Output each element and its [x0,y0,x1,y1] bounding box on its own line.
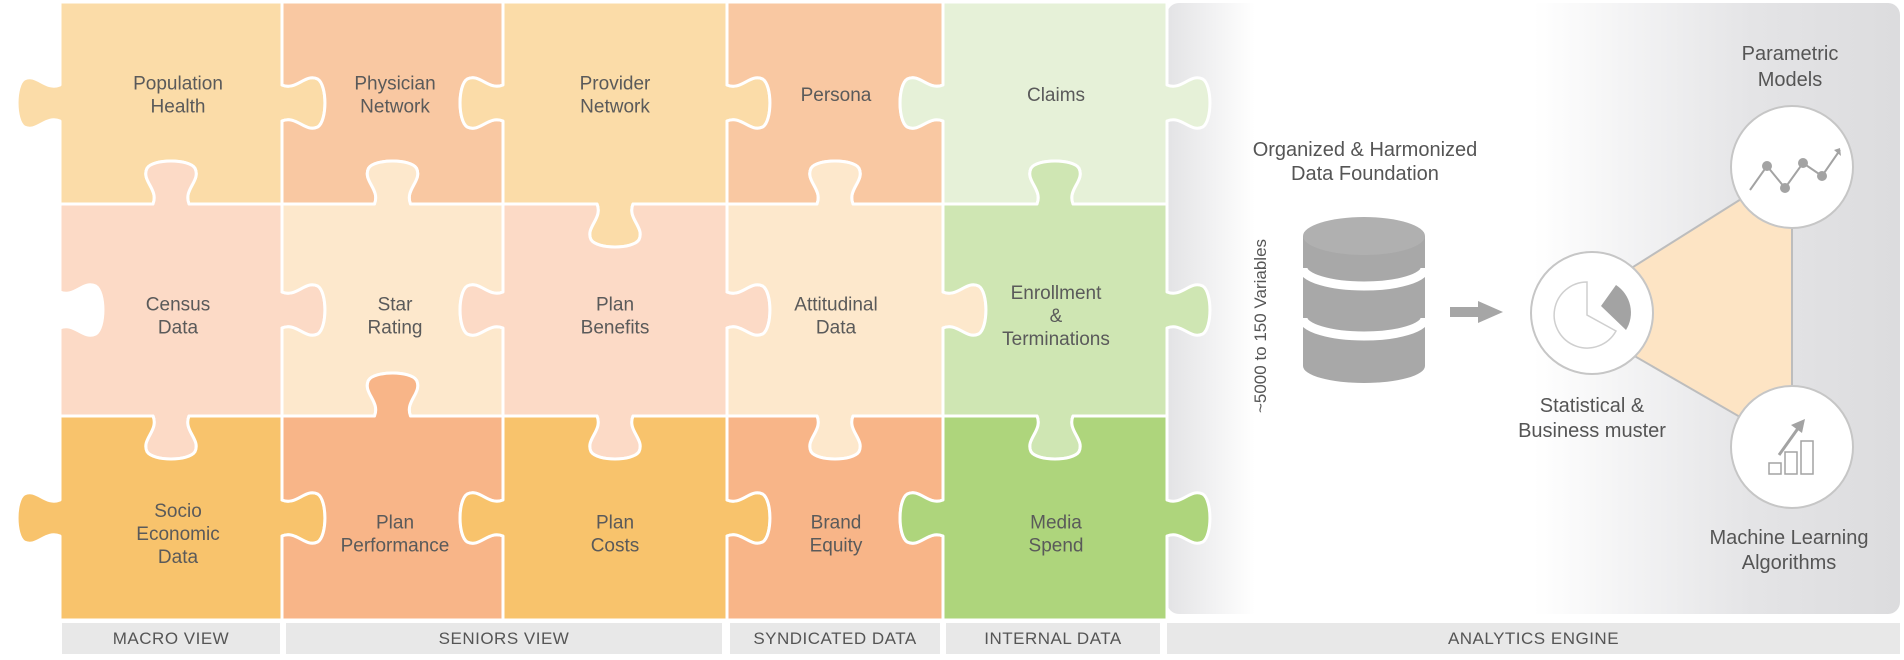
foundation-title-line1: Organized & Harmonized [1253,139,1478,161]
machine-learning-circle [1730,385,1854,509]
ml-label-line1: Machine Learning [1710,527,1869,549]
puzzle-piece-label: Attitudinal Data [794,295,877,339]
variables-label: ~5000 to 150 Variables [1251,239,1270,413]
statistical-label-line1: Statistical & [1540,395,1645,417]
bar-growth-icon [1768,419,1814,475]
category-analytics-engine: ANALYTICS ENGINE [1167,623,1900,654]
category-seniors-view: SENIORS VIEW [286,623,722,654]
parametric-label-line1: Parametric [1742,43,1839,65]
puzzle-piece-label: Socio Economic Data [136,501,219,568]
scatter-trend-icon [1749,148,1841,193]
puzzle-grid: Population Health Physician Network Provider… [15,0,1212,622]
puzzle-piece-label: Claims [1027,85,1085,106]
puzzle-piece-label: Star Rating [368,295,423,339]
database-icon [1298,217,1430,383]
category-syndicated-data: SYNDICATED DATA [730,623,940,654]
puzzle-piece-label: Brand Equity [810,513,863,557]
puzzle-piece [898,414,1212,622]
statistical-circle [1530,251,1654,375]
puzzle-piece-label: Population Health [133,74,223,118]
model-triangle [1560,167,1792,447]
puzzle-piece-label: Media Spend [1029,513,1084,557]
parametric-models-circle [1730,105,1854,229]
puzzle-piece-label: Persona [801,85,872,106]
puzzle-piece-label: Physician Network [354,74,435,118]
puzzle-piece-label: Plan Benefits [581,295,650,339]
right-arrow-icon [1450,301,1503,323]
ml-label-line2: Algorithms [1742,552,1836,574]
statistical-label-line2: Business muster [1518,420,1666,442]
puzzle-piece-label: Enrollment & Terminations [1002,283,1110,350]
pie-chart-icon [1553,281,1631,349]
puzzle-piece-label: Census Data [146,295,210,339]
foundation-title-line2: Data Foundation [1291,163,1439,185]
puzzle-piece-label: Plan Costs [591,513,640,557]
puzzle-piece-label: Plan Performance [341,513,450,557]
category-macro-view: MACRO VIEW [62,623,280,654]
category-internal-data: INTERNAL DATA [946,623,1160,654]
parametric-label-line2: Models [1758,69,1822,91]
puzzle-piece-label: Provider Network [580,74,651,118]
